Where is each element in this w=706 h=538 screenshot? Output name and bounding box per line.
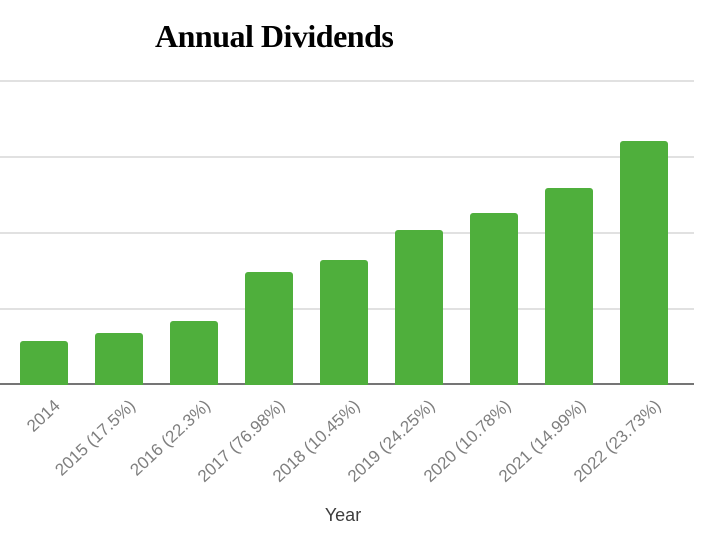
- x-tick-label-2015: 2015 (17.5%): [50, 396, 139, 480]
- bar-2014[interactable]: [19, 340, 68, 385]
- bar-2022[interactable]: [620, 140, 669, 385]
- bar-2018[interactable]: [319, 260, 368, 385]
- bar-2021[interactable]: [545, 187, 594, 385]
- x-tick-label-2014: 2014: [22, 396, 64, 436]
- x-axis-title: Year: [324, 505, 362, 525]
- gridline: [0, 156, 694, 158]
- bar-2015[interactable]: [94, 332, 143, 385]
- bar-2016[interactable]: [169, 321, 218, 385]
- bar-2019[interactable]: [395, 230, 443, 385]
- gridline: [0, 80, 694, 82]
- chart-title: Annual Dividends: [155, 18, 394, 54]
- gridline: [0, 232, 694, 234]
- bar-2020[interactable]: [470, 213, 519, 385]
- bar-2017[interactable]: [244, 272, 293, 385]
